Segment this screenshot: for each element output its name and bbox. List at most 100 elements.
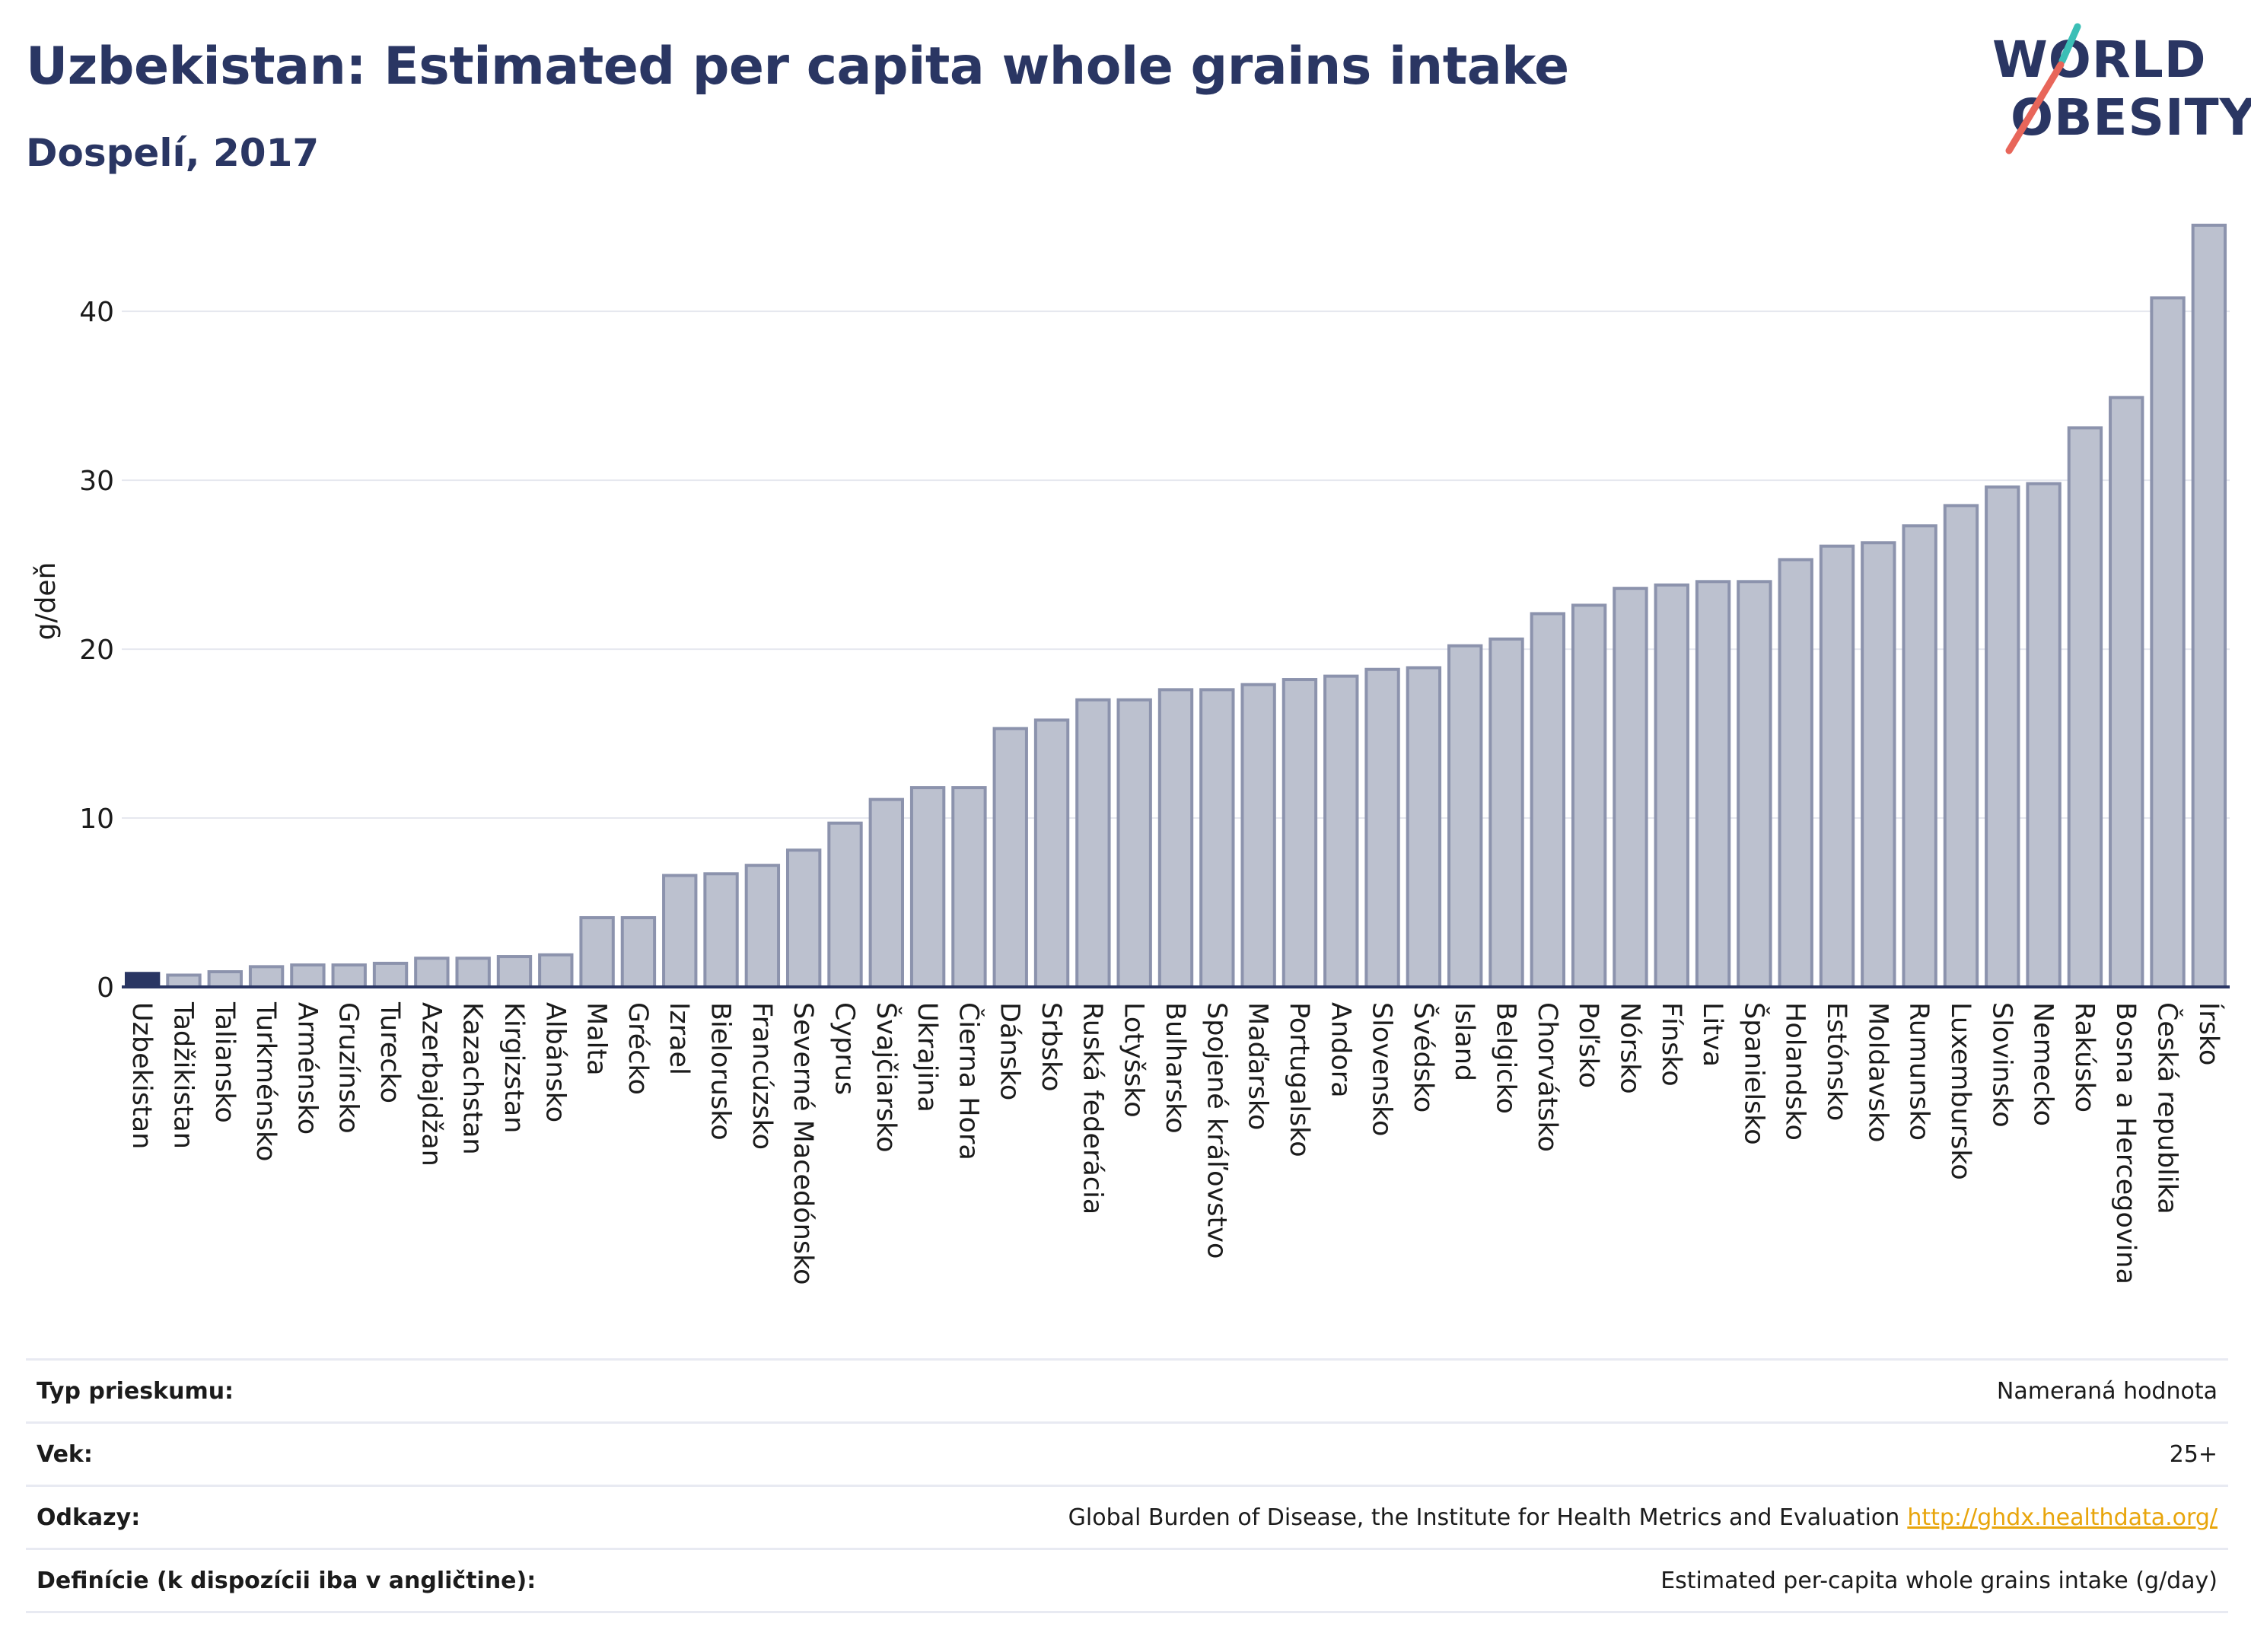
- info-table: Typ prieskumu: Nameraná hodnota Vek: 25+…: [26, 1358, 2228, 1613]
- x-tick-label: Francúzsko: [747, 1002, 777, 1150]
- x-tick-label: Chorvátsko: [1532, 1002, 1562, 1152]
- bar-arménsko[interactable]: [290, 963, 326, 988]
- bar-albánsko[interactable]: [538, 953, 574, 988]
- bar-andora[interactable]: [1323, 674, 1359, 988]
- bar-ukrajina[interactable]: [909, 786, 946, 988]
- bar-poľsko[interactable]: [1571, 603, 1607, 988]
- x-axis-labels: Uzbekistan Tadžikistan Taliansko Turkménsko…: [126, 1001, 2225, 1285]
- bar-španielsko[interactable]: [1737, 580, 1772, 988]
- x-tick-label: Maďarsko: [1243, 1002, 1273, 1130]
- bar-tadžikistan[interactable]: [166, 973, 202, 988]
- x-tick-label: Bulharsko: [1160, 1002, 1190, 1134]
- bar-holandsko[interactable]: [1778, 558, 1813, 988]
- y-tick-label: 30: [79, 466, 114, 497]
- references-value: Global Burden of Disease, the Institute …: [1068, 1504, 1900, 1531]
- x-tick-label: Severné Macedónsko: [788, 1002, 818, 1285]
- bar-slovinsko[interactable]: [1985, 485, 2020, 988]
- bar-srbsko[interactable]: [1033, 718, 1070, 989]
- bar-kirgizstan[interactable]: [496, 955, 533, 989]
- x-tick-label: Nemecko: [2028, 1002, 2058, 1126]
- bar-turkménsko[interactable]: [248, 965, 285, 989]
- x-tick-label: Poľsko: [1573, 1002, 1603, 1088]
- bar-luxembursko[interactable]: [1943, 504, 1979, 988]
- bar-nórsko[interactable]: [1613, 587, 1648, 988]
- bar-cyprus[interactable]: [827, 821, 863, 988]
- x-tick-label: Arménsko: [291, 1002, 322, 1135]
- bar-francúzsko[interactable]: [744, 864, 781, 988]
- bar-maďarsko[interactable]: [1240, 683, 1276, 988]
- x-tick-label: Litva: [1697, 1002, 1727, 1067]
- survey-label: Typ prieskumu:: [37, 1377, 234, 1405]
- bar-malta[interactable]: [579, 915, 615, 988]
- bar-moldavsko[interactable]: [1861, 541, 1896, 988]
- x-tick-label: Gruzínsko: [333, 1002, 364, 1134]
- bar-bulharsko[interactable]: [1157, 688, 1194, 988]
- x-tick-label: Moldavsko: [1862, 1002, 1893, 1142]
- bar-island[interactable]: [1447, 644, 1483, 988]
- x-tick-label: Ruská federácia: [1077, 1002, 1107, 1214]
- references-label: Odkazy:: [37, 1504, 141, 1531]
- bar-bosna-a-hercegovina[interactable]: [2109, 396, 2144, 988]
- bar-chorvátsko[interactable]: [1530, 612, 1566, 988]
- info-row-references: Odkazy: Global Burden of Disease, the In…: [26, 1487, 2228, 1550]
- x-tick-label: Portugalsko: [1284, 1002, 1314, 1157]
- chart-title: Uzbekistan: Estimated per capita whole g…: [26, 37, 1569, 97]
- logo-slash-icon: [2005, 23, 2081, 154]
- x-tick-label: Estónsko: [1821, 1002, 1851, 1121]
- bar-nemecko[interactable]: [2026, 482, 2062, 988]
- bar-írsko[interactable]: [2191, 223, 2227, 988]
- bar-dánsko[interactable]: [992, 727, 1028, 988]
- y-tick-label: 20: [79, 635, 114, 666]
- bar-fínsko[interactable]: [1654, 583, 1689, 988]
- bar-izrael[interactable]: [662, 874, 698, 988]
- bar-lotyšsko[interactable]: [1116, 698, 1152, 988]
- bar-gruzínsko[interactable]: [331, 963, 367, 988]
- x-tick-label: Taliansko: [209, 1001, 240, 1123]
- chart-subtitle: Dospelí, 2017: [26, 131, 320, 175]
- x-tick-label: Bielorusko: [705, 1002, 736, 1141]
- bar-estónsko[interactable]: [1819, 544, 1855, 988]
- bar-turecko[interactable]: [372, 961, 409, 989]
- bar-švajčiarsko[interactable]: [868, 797, 904, 989]
- bar-ruská-federácia[interactable]: [1075, 698, 1111, 988]
- bar-čierna-hora[interactable]: [951, 786, 987, 988]
- x-tick-label: Ukrajina: [912, 1002, 942, 1112]
- x-tick-label: Belgicko: [1491, 1002, 1521, 1114]
- x-tick-label: Írsko: [2193, 1002, 2225, 1065]
- x-tick-label: Malta: [581, 1002, 612, 1076]
- x-tick-label: Cyprus: [829, 1002, 859, 1095]
- x-tick-label: Nórsko: [1614, 1002, 1644, 1094]
- bars: [124, 223, 2227, 989]
- bar-taliansko[interactable]: [207, 970, 243, 989]
- y-tick-label: 40: [79, 297, 114, 328]
- bar-uzbekistan[interactable]: [124, 972, 161, 989]
- bar-litva[interactable]: [1695, 580, 1731, 988]
- x-tick-label: Kazachstan: [457, 1002, 488, 1155]
- bar-bielorusko[interactable]: [703, 872, 739, 989]
- bar-rakúsko[interactable]: [2067, 426, 2103, 988]
- y-axis-ticks: 0 10 20 30 40: [79, 297, 114, 1004]
- bar-švédsko[interactable]: [1406, 666, 1442, 989]
- definitions-value: Estimated per-capita whole grains intake…: [1660, 1567, 2218, 1594]
- survey-value: Nameraná hodnota: [1996, 1377, 2218, 1405]
- bar-kazachstan[interactable]: [455, 957, 491, 988]
- references-link[interactable]: http://ghdx.healthdata.org/: [1907, 1504, 2218, 1531]
- bar-severné-macedónsko[interactable]: [785, 848, 822, 988]
- x-tick-label: Island: [1449, 1002, 1479, 1081]
- bar-spojené-kráľovstvo[interactable]: [1199, 688, 1235, 988]
- bar-grécko[interactable]: [620, 915, 657, 988]
- world-obesity-logo[interactable]: WORLD OBESITY: [1986, 23, 2251, 160]
- x-tick-label: Švajčiarsko: [871, 1002, 903, 1153]
- bar-portugalsko[interactable]: [1282, 678, 1318, 988]
- x-tick-label: Dánsko: [995, 1002, 1025, 1100]
- logo-word-world: WORLD: [1992, 30, 2207, 89]
- bar-azerbajdžan[interactable]: [414, 957, 450, 988]
- bar-belgicko[interactable]: [1488, 637, 1524, 989]
- x-tick-label: Srbsko: [1036, 1002, 1066, 1092]
- bar-slovensko[interactable]: [1364, 667, 1400, 988]
- x-tick-label: Azerbajdžan: [415, 1002, 446, 1167]
- bar-česká-republika[interactable]: [2150, 296, 2186, 988]
- bar-rumunsko[interactable]: [1902, 524, 1937, 988]
- age-label: Vek:: [37, 1440, 93, 1468]
- x-tick-label: Rakúsko: [2069, 1002, 2100, 1112]
